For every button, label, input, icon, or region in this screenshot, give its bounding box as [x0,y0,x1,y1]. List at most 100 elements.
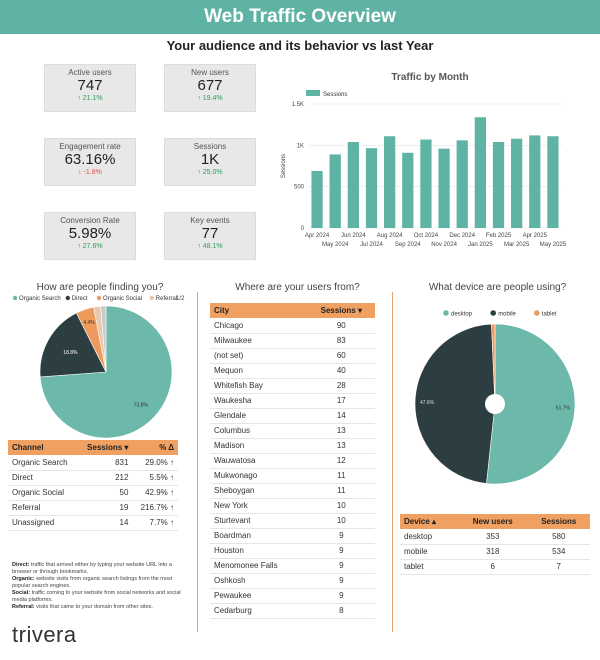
table-row[interactable]: Whitefish Bay 28 [210,378,375,394]
device-section-title: What device are people using? [428,282,567,293]
legend-dot [65,295,70,301]
kpi-value: 5.98% [68,225,112,242]
new-users-cell: 6 [457,559,528,575]
column-header-device[interactable]: Device ▴ [400,514,458,529]
device-cell: desktop [400,529,458,545]
kpi-label: Engagement rate [59,142,121,151]
bar[interactable] [438,148,450,228]
table-row[interactable]: Waukesha 17 [210,393,375,409]
table-row[interactable]: Sturtevant 10 [210,513,375,529]
bar[interactable] [384,136,396,228]
city-cell: Pewaukee [210,588,308,604]
city-cell: Cedarburg [210,603,308,619]
table-row[interactable]: Columbus 13 [210,423,375,439]
table-row[interactable]: Organic Search 831 29.0% ↑ [8,455,178,471]
table-row[interactable]: tablet 6 7 [400,559,590,575]
sessions-cell: 9 [307,573,375,589]
city-cell: Sturtevant [210,513,308,529]
column-header-channel[interactable]: Channel [8,440,79,455]
column-header-sessions[interactable]: Sessions ▾ [307,303,375,318]
table-row[interactable]: Mukwonago 11 [210,468,375,484]
pie-slice-mobile[interactable] [414,323,496,484]
pie-hole [485,394,505,414]
kpi-label: New users [191,68,229,77]
x-tick-label: Apr 2025 [523,233,548,239]
bar[interactable] [347,142,359,228]
x-tick-label: Aug 2024 [377,233,403,239]
x-tick-label: Jun 2024 [341,233,366,239]
table-row[interactable]: Milwaukee 83 [210,333,375,349]
city-cell: Chicago [210,318,308,334]
sessions-cell: 19 [78,500,133,516]
table-row[interactable]: Glendale 14 [210,408,375,424]
y-tick-label: 500 [294,185,305,191]
bar[interactable] [529,135,541,228]
bar[interactable] [474,117,486,228]
x-tick-label: Jul 2024 [360,242,383,248]
pie-slice-direct[interactable] [39,312,107,378]
table-row[interactable]: Boardman 9 [210,528,375,544]
column-header-sessions[interactable]: Sessions ▾ [78,440,133,455]
kpi-label: Key events [190,216,230,225]
column-header-city[interactable]: City [210,303,308,318]
note-term: Organic: [12,576,35,582]
page-title: Web Traffic Overview [204,6,396,27]
pie-data-label: 4.4% [83,320,95,326]
table-row[interactable]: Cedarburg 8 [210,603,375,619]
sessions-cell: 212 [78,470,133,486]
device-pie-chart: desktop mobile tablet 51.7% 47.6% [414,310,576,485]
legend-label: mobile [498,312,516,318]
table-row[interactable]: Organic Social 50 42.9% ↑ [8,485,178,501]
bar[interactable] [365,148,378,228]
bar[interactable] [547,136,559,228]
table-row[interactable]: Houston 9 [210,543,375,559]
legend-pager[interactable]: 1/2 [176,296,185,302]
trivera-logo: trivera [12,622,77,647]
table-header-row: Device ▴ New users Sessions [400,514,590,529]
city-cell: Waukesha [210,393,308,409]
city-cell: Milwaukee [210,333,308,349]
bar[interactable] [456,140,468,228]
pie-data-label: 47.6% [420,400,435,406]
bar[interactable] [329,154,341,228]
sessions-cell: 11 [307,468,375,484]
table-row[interactable]: Unassigned 14 7.7% ↑ [8,515,178,531]
traffic-by-month-chart: Sessions 0 500 1K 1.5K Sessions Apr 2024 May 20… [281,90,567,248]
table-row[interactable]: Wauwatosa 12 [210,453,375,469]
bar[interactable] [402,152,414,228]
pie-slice-desktop[interactable] [486,323,576,485]
bar[interactable] [492,142,505,228]
table-row[interactable]: New York 10 [210,498,375,514]
table-row[interactable]: Direct 212 5.5% ↑ [8,470,178,486]
table-row[interactable]: desktop 353 580 [400,529,590,545]
table-row[interactable]: mobile 318 534 [400,544,590,560]
table-row[interactable]: Mequon 40 [210,363,375,379]
table-row[interactable]: Sheboygan 11 [210,483,375,499]
sessions-cell: 13 [307,423,375,439]
table-row[interactable]: Pewaukee 9 [210,588,375,604]
kpi-change: ↑ 19.4% [197,95,223,102]
bar[interactable] [420,139,432,228]
table-row[interactable]: Oshkosh 9 [210,573,375,589]
city-cell: Columbus [210,423,308,439]
table-row[interactable]: (not set) 60 [210,348,375,364]
table-row[interactable]: Chicago 90 [210,318,375,334]
divider-left [197,292,198,632]
pie-slice-tablet[interactable] [491,323,496,405]
x-tick-label: May 2024 [322,242,349,248]
kpi-change: ↑ 27.6% [77,243,103,250]
table-row[interactable]: Referral 19 216.7% ↑ [8,500,178,516]
column-header-new-users[interactable]: New users [457,514,528,529]
bar[interactable] [311,170,323,228]
pie-data-label: 18.8% [63,350,78,356]
change-cell: 5.5% ↑ [132,470,178,486]
bar[interactable] [511,138,523,228]
column-header-change[interactable]: % Δ [132,440,178,455]
city-cell: Madison [210,438,308,454]
sessions-cell: 13 [307,438,375,454]
column-header-sessions[interactable]: Sessions [527,514,590,529]
channel-cell: Organic Social [8,485,79,501]
table-row[interactable]: Madison 13 [210,438,375,454]
table-row[interactable]: Menomonee Falls 9 [210,558,375,574]
pie-slice-unassigned[interactable] [100,305,107,373]
